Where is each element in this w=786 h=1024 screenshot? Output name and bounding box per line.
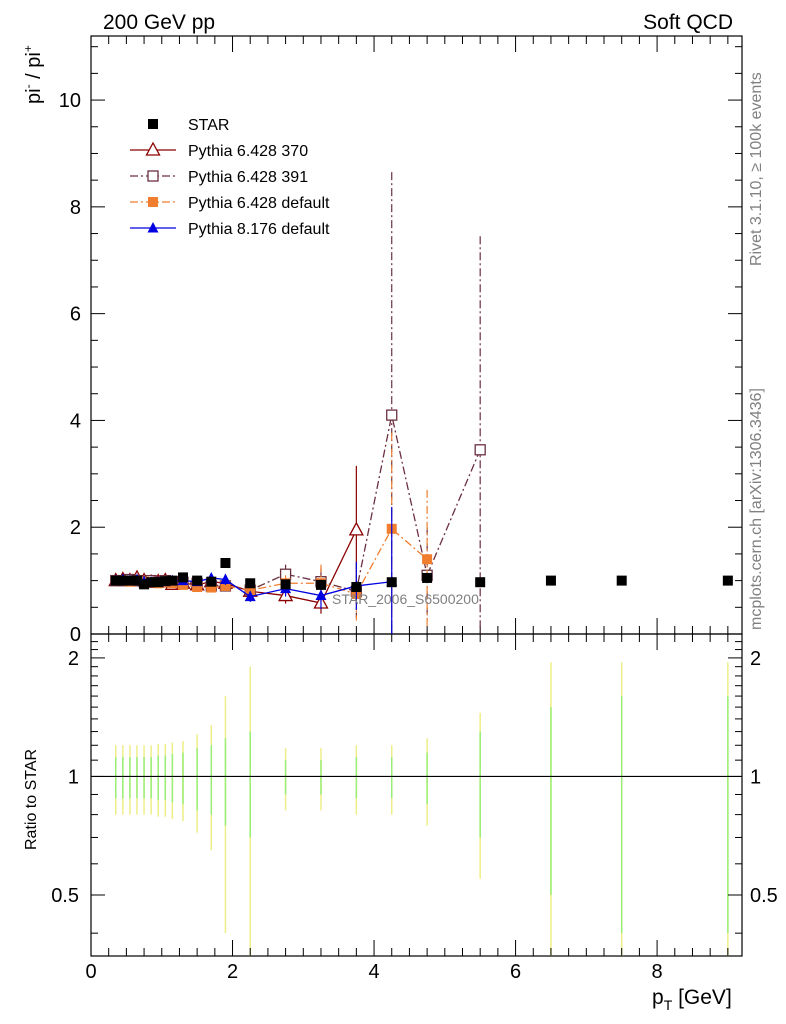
mcplots-label: mcplots.cern.ch [arXiv:1306.3436] <box>748 388 765 630</box>
data-point <box>177 572 188 583</box>
data-point <box>244 590 256 602</box>
legend-entry: Pythia 6.428 370 <box>130 141 308 160</box>
xlabel: pT [GeV] <box>652 986 732 1013</box>
main-axes: 0 2 4 6 8 10 <box>59 36 742 646</box>
data-point <box>206 576 217 587</box>
ratio-bands <box>115 662 729 956</box>
data-point <box>192 582 203 593</box>
data-point <box>131 575 142 586</box>
series-layer <box>108 172 733 634</box>
x-tick-label: 8 <box>652 961 663 983</box>
data-point <box>616 575 627 586</box>
analysis-watermark: STAR_2006_S6500200 <box>332 591 479 607</box>
legend-entry: Pythia 8.176 default <box>130 221 330 238</box>
legend-label: STAR <box>188 117 229 134</box>
data-point <box>139 579 150 590</box>
x-tick-label: 6 <box>510 961 521 983</box>
data-point <box>219 573 231 585</box>
data-point <box>545 575 556 586</box>
data-point <box>386 409 398 421</box>
ratio-y-tick-label-right: 1 <box>750 766 761 788</box>
data-point <box>167 575 178 586</box>
x-tick-label: 2 <box>227 961 238 983</box>
data-point <box>110 575 121 586</box>
y-tick-label: 4 <box>70 410 81 432</box>
data-point <box>148 119 158 129</box>
ratio-y-tick-label: 0.5 <box>51 885 79 907</box>
data-point <box>245 578 256 589</box>
series-0 <box>110 557 733 593</box>
ratio-y-tick-label: 1 <box>68 766 79 788</box>
data-point <box>206 582 217 593</box>
data-point <box>722 575 733 586</box>
data-point <box>245 585 256 596</box>
data-point <box>351 582 362 593</box>
data-point <box>475 577 486 588</box>
main-ylabel: pi- / pi+ <box>21 45 45 104</box>
legend-label: Pythia 6.428 370 <box>188 143 308 160</box>
header-right: Soft QCD <box>643 11 733 34</box>
data-point <box>153 577 164 588</box>
ratio-ylabel: Ratio to STAR <box>23 749 40 850</box>
data-point <box>146 577 157 588</box>
ratio-y-tick-label-right: 0.5 <box>750 885 778 907</box>
data-point <box>315 589 327 601</box>
series-2 <box>110 172 486 634</box>
series-line <box>115 414 481 593</box>
y-tick-label: 8 <box>70 197 81 219</box>
ratio-panel-frame <box>90 633 743 957</box>
legend-label: Pythia 6.428 391 <box>188 169 308 186</box>
legend-entry: STAR <box>148 117 229 134</box>
rivet-label: Rivet 3.1.10, ≥ 100k events <box>748 72 765 266</box>
data-point <box>220 580 231 591</box>
series-1 <box>108 465 364 614</box>
data-point <box>386 577 397 588</box>
data-point <box>124 575 135 586</box>
ratio-y-tick-label: 2 <box>68 648 79 670</box>
legend-label: Pythia 6.428 default <box>188 195 330 212</box>
x-tick-label: 0 <box>85 961 96 983</box>
ratio-y-tick-label-right: 2 <box>750 648 761 670</box>
data-point <box>145 141 161 156</box>
data-point <box>280 579 291 590</box>
data-point <box>474 444 486 456</box>
legend: STAR Pythia 6.428 370 Pythia 6.428 391 Pyth… <box>130 117 330 238</box>
data-point <box>315 579 326 590</box>
y-tick-label: 10 <box>59 90 81 112</box>
data-point <box>147 170 159 182</box>
y-tick-label: 6 <box>70 304 81 326</box>
data-point <box>220 557 231 568</box>
data-point <box>147 222 159 233</box>
data-point <box>422 554 433 565</box>
x-tick-label: 4 <box>368 961 379 983</box>
y-tick-label: 2 <box>70 517 81 539</box>
header-left: 200 GeV pp <box>103 11 215 34</box>
data-point <box>348 521 364 536</box>
data-point <box>148 197 158 207</box>
data-point <box>192 575 203 586</box>
legend-label: Pythia 8.176 default <box>188 221 330 238</box>
legend-entry: Pythia 6.428 391 <box>130 169 308 186</box>
ratio-axes: 0.5 0.5 1 1 2 2 0 2 4 6 8 <box>51 634 778 983</box>
legend-entry: Pythia 6.428 default <box>130 195 330 212</box>
data-point <box>117 575 128 586</box>
data-point <box>160 576 171 587</box>
data-point <box>422 572 433 583</box>
y-tick-label: 0 <box>70 624 81 646</box>
